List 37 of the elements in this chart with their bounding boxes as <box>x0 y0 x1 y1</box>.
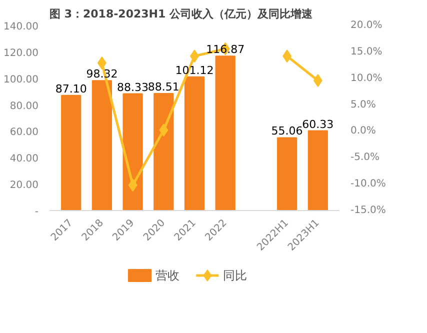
y-tick-label: 140.00 <box>4 22 39 32</box>
bar <box>184 76 205 210</box>
data-label: 60.33 <box>302 118 334 131</box>
data-label: 88.33 <box>117 80 149 94</box>
y-tick-label: 100.00 <box>4 74 39 86</box>
y2-tick-label: 5.0% <box>350 99 376 110</box>
y-tick-label: 20.00 <box>10 180 39 192</box>
y2-tick-label: -5.0% <box>350 152 380 164</box>
y2-tick-label: 10.0% <box>350 72 382 84</box>
data-label: 55.06 <box>271 124 303 138</box>
y-tick-label: 40.00 <box>10 154 39 165</box>
chart-title: 图 3：2018-2023H1 公司收入（亿元）及同比增速 <box>50 8 314 20</box>
y2-tick-label: 20.0% <box>350 20 382 31</box>
y2-tick-label: 15.0% <box>350 46 382 58</box>
point <box>313 74 322 87</box>
bar <box>276 137 298 210</box>
bar <box>92 80 112 210</box>
point <box>97 56 106 70</box>
y-tick-label: 120.00 <box>4 48 39 59</box>
legend-label: 同比 <box>222 268 247 282</box>
y-tick-label: - <box>34 206 39 218</box>
point <box>128 178 138 192</box>
data-label: 87.10 <box>55 82 87 96</box>
point <box>159 124 168 137</box>
point <box>282 50 292 63</box>
y2-tick-label: -10.0% <box>350 178 386 190</box>
bar <box>308 130 328 210</box>
y2-tick-label: -15.0% <box>350 205 386 216</box>
bar <box>154 93 174 210</box>
data-label: 88.51 <box>148 80 180 94</box>
bar <box>61 94 82 210</box>
legend-label: 营收 <box>155 268 180 282</box>
y-tick-label: 80.00 <box>10 100 39 112</box>
bar <box>215 56 236 210</box>
bar <box>122 93 143 210</box>
y-tick-label: 60.00 <box>10 127 39 138</box>
y2-tick-label: 0.0% <box>350 126 376 137</box>
